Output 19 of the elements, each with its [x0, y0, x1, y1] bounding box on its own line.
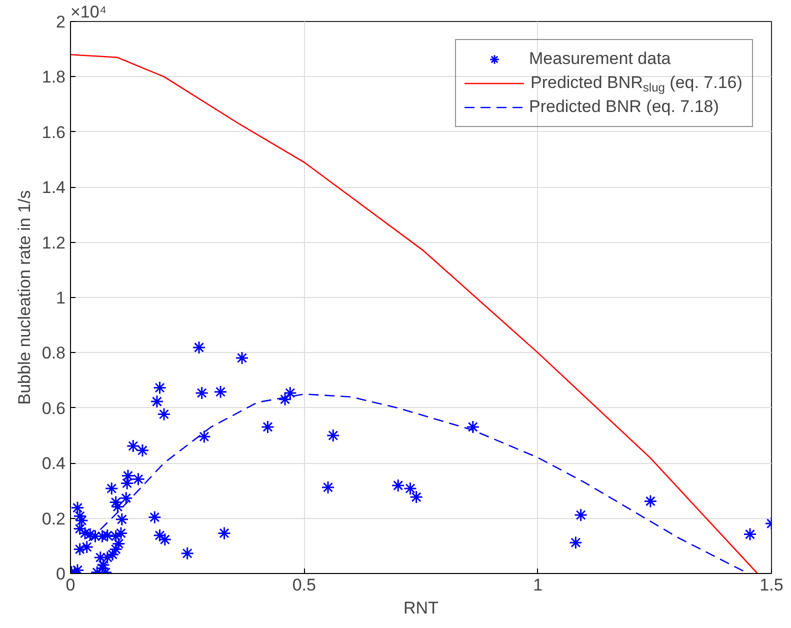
y-tick-label: 0.4 [42, 454, 66, 474]
y-tick-label: 0.6 [42, 398, 66, 418]
x-tick-label: 1 [533, 576, 543, 594]
line-series [70, 54, 758, 574]
y-tick-label: 1.8 [42, 68, 66, 87]
y-tick-label: 1.4 [42, 178, 66, 198]
x-axis-title: RNT [404, 598, 438, 618]
y-tick-label: 1.6 [42, 122, 66, 142]
y-tick-label: 0.8 [42, 344, 66, 363]
legend-label: Predicted BNR (eq. 7.18) [529, 96, 720, 118]
y-axis-title: Bubble nucleation rate in 1/s [14, 190, 34, 405]
annotation: ×10⁴ [70, 2, 107, 22]
y-tick-label: 0.2 [42, 509, 66, 528]
x-tick-label: 0.5 [292, 576, 316, 594]
y-tick-label: 1.2 [42, 233, 66, 252]
legend-label: Measurement data [529, 48, 672, 70]
y-tick-label: 2 [56, 12, 66, 32]
y-tick-label: 1 [56, 288, 66, 308]
x-tick-label: 1.5 [760, 576, 784, 594]
